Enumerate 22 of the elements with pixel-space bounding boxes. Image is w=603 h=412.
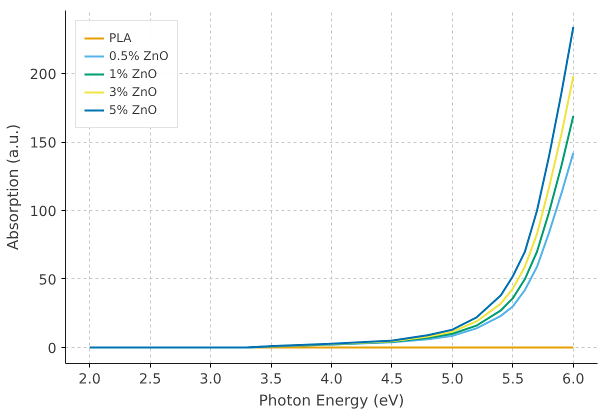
legend-label: PLA [109,30,132,47]
legend-label: 5% ZnO [109,102,158,119]
legend-label: 1% ZnO [109,66,158,83]
y-tick-label: 50 [38,272,57,288]
line-series [88,26,574,348]
x-tick-label: 5.5 [502,372,524,388]
x-tick-label: 5.0 [441,372,464,388]
x-tick-label: 4.5 [380,372,404,388]
legend-label: 3% ZnO [109,84,158,101]
y-tick-label: 150 [30,136,57,152]
x-tick-label: 2.0 [78,372,101,388]
x-tick-label: 6.0 [562,372,584,388]
y-tick-label: 200 [30,67,57,84]
x-tick-label: 3.5 [260,372,282,388]
x-tick-label: 3.0 [199,372,222,388]
x-tick-label: 4.0 [320,372,343,388]
y-tick-label: 0 [48,340,57,357]
y-tick-label: 100 [30,204,57,220]
y-axis-title: Absorption (a.u.) [4,124,22,250]
legend-label: 0.5% ZnO [109,48,169,65]
x-tick-label: 2.5 [139,372,162,388]
x-axis-title: Photon Energy (eV) [258,392,404,410]
